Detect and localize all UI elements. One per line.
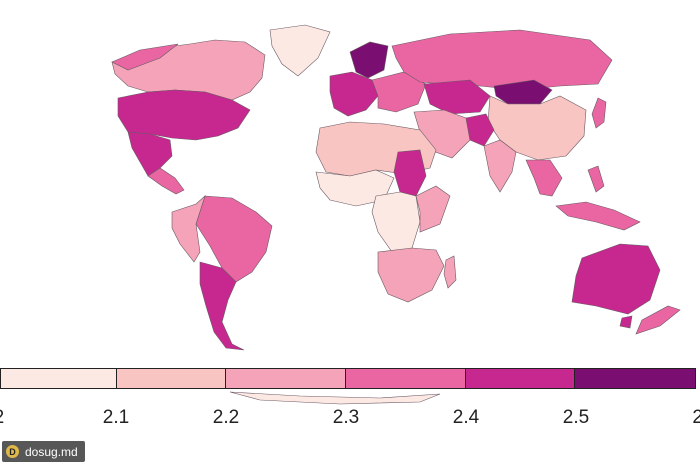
watermark-text: dosug.md bbox=[25, 444, 78, 459]
region-china bbox=[487, 95, 587, 161]
region-japan bbox=[591, 97, 607, 129]
legend-tick-label: 2.4 bbox=[452, 407, 480, 428]
region-russia bbox=[391, 29, 613, 91]
region-central-africa bbox=[371, 191, 421, 253]
legend-tick-label: 2. bbox=[692, 407, 700, 428]
region-greenland bbox=[269, 24, 331, 77]
region-east-africa bbox=[415, 185, 451, 233]
legend-tick-label: 2.5 bbox=[562, 407, 590, 428]
region-central-asia bbox=[423, 79, 491, 115]
region-southern-africa bbox=[377, 247, 445, 303]
legend-swatch bbox=[575, 369, 696, 388]
region-new-zealand bbox=[635, 305, 681, 335]
watermark: D dosug.md bbox=[2, 441, 85, 462]
region-pakistan-afghanistan bbox=[465, 113, 495, 147]
dosug-logo-icon: D bbox=[6, 445, 19, 458]
region-alaska bbox=[111, 43, 179, 71]
region-andes bbox=[171, 195, 206, 263]
legend-swatch bbox=[1, 369, 117, 388]
region-antarctica bbox=[229, 391, 441, 405]
legend-tick-label: 2.2 bbox=[212, 407, 240, 428]
legend-swatch bbox=[465, 369, 576, 388]
region-scandinavia bbox=[349, 41, 389, 79]
region-central-america bbox=[147, 167, 185, 195]
region-indonesia bbox=[555, 201, 641, 231]
legend-swatch bbox=[226, 369, 347, 388]
region-western-europe bbox=[329, 71, 379, 117]
region-madagascar bbox=[443, 255, 457, 289]
region-southeast-asia bbox=[525, 159, 563, 197]
region-brazil bbox=[195, 195, 273, 283]
region-argentina bbox=[199, 261, 245, 351]
legend-swatch bbox=[346, 369, 466, 388]
region-sudan bbox=[393, 149, 427, 197]
region-mexico bbox=[127, 131, 173, 177]
legend-swatch bbox=[116, 369, 227, 388]
legend-tick-label: 2.3 bbox=[332, 407, 360, 428]
region-philippines bbox=[587, 165, 605, 193]
region-india bbox=[483, 139, 517, 193]
legend-tick-label: 2 bbox=[0, 407, 4, 429]
region-australia bbox=[571, 243, 661, 315]
region-tasmania bbox=[619, 315, 633, 329]
legend-color-bar bbox=[0, 368, 696, 389]
legend-tick-label: 2.1 bbox=[102, 407, 130, 428]
